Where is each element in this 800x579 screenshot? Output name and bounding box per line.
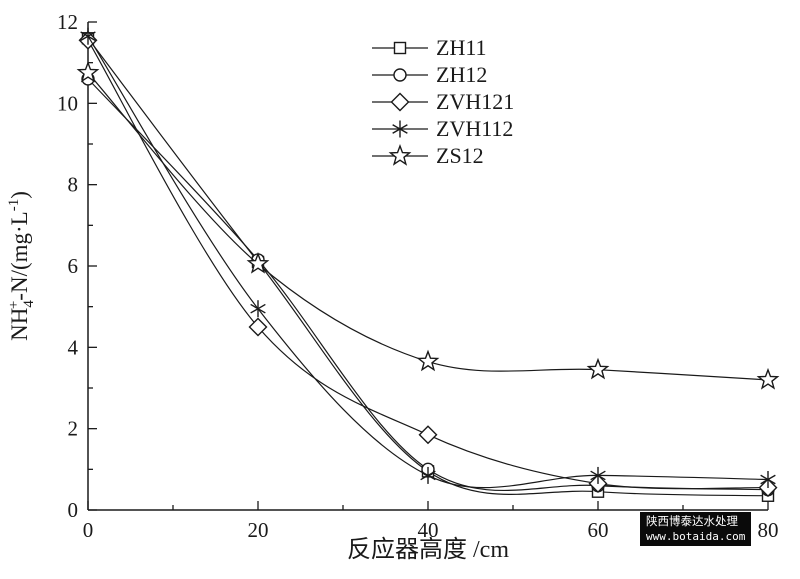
diamond-marker bbox=[418, 425, 438, 445]
square-marker bbox=[393, 41, 407, 55]
x-tick-label: 80 bbox=[758, 518, 779, 542]
y-tick-label: 10 bbox=[57, 91, 78, 115]
circle-marker bbox=[393, 68, 407, 82]
legend-item-ZVH112: ZVH112 bbox=[372, 116, 513, 141]
legend-label: ZVH121 bbox=[436, 89, 514, 114]
star-marker bbox=[388, 144, 412, 166]
legend-item-ZH11: ZH11 bbox=[372, 35, 487, 60]
x-tick-label: 40 bbox=[418, 518, 439, 542]
series-ZVH121 bbox=[78, 30, 778, 498]
star-marker bbox=[76, 60, 100, 83]
asterisk-marker bbox=[420, 466, 436, 484]
y-axis-label: NH4+-N/(mg·L-1) bbox=[6, 191, 37, 341]
ticks bbox=[87, 21, 769, 511]
y-tick-label: 0 bbox=[68, 498, 79, 522]
series-line bbox=[87, 39, 769, 490]
y-tick-label: 6 bbox=[68, 254, 79, 278]
x-tick-label: 60 bbox=[588, 518, 609, 542]
legend-label: ZH11 bbox=[436, 35, 487, 60]
diamond-marker bbox=[390, 92, 410, 112]
watermark-company: 陕西博泰达水处理 bbox=[646, 514, 738, 528]
y-tick-label: 2 bbox=[68, 417, 79, 441]
legend-label: ZS12 bbox=[436, 143, 484, 168]
legend-label: ZVH112 bbox=[436, 116, 513, 141]
legend-item-ZS12: ZS12 bbox=[372, 143, 484, 168]
asterisk-marker bbox=[590, 466, 606, 484]
star-marker bbox=[586, 357, 610, 380]
star-marker bbox=[416, 349, 440, 372]
tick-labels: 0 20 40 60 80 0 2 4 6 8 10 12 bbox=[57, 10, 779, 542]
series-line bbox=[87, 37, 769, 497]
legend-item-ZVH121: ZVH121 bbox=[372, 89, 514, 114]
watermark-url: www.botaida.com bbox=[646, 529, 746, 543]
y-tick-label: 8 bbox=[68, 173, 79, 197]
legend-item-ZH12: ZH12 bbox=[372, 62, 487, 87]
diamond-marker bbox=[248, 317, 268, 337]
legend-label: ZH12 bbox=[436, 62, 487, 87]
asterisk-marker bbox=[760, 471, 776, 488]
y-tick-label: 4 bbox=[68, 335, 79, 359]
x-axis-label: 反应器高度 /cm bbox=[347, 536, 509, 563]
star-marker bbox=[246, 251, 270, 274]
series-line bbox=[87, 35, 769, 489]
series-ZVH112 bbox=[80, 27, 776, 489]
asterisk-marker bbox=[392, 120, 408, 138]
asterisk-marker bbox=[80, 27, 96, 45]
x-tick-label: 20 bbox=[248, 518, 269, 542]
x-tick-label: 0 bbox=[83, 518, 94, 542]
series-ZS12 bbox=[76, 60, 780, 390]
star-marker bbox=[756, 367, 780, 390]
asterisk-marker bbox=[250, 300, 266, 318]
watermark: 陕西博泰达水处理 www.botaida.com bbox=[640, 512, 752, 547]
y-tick-label: 12 bbox=[57, 10, 78, 34]
